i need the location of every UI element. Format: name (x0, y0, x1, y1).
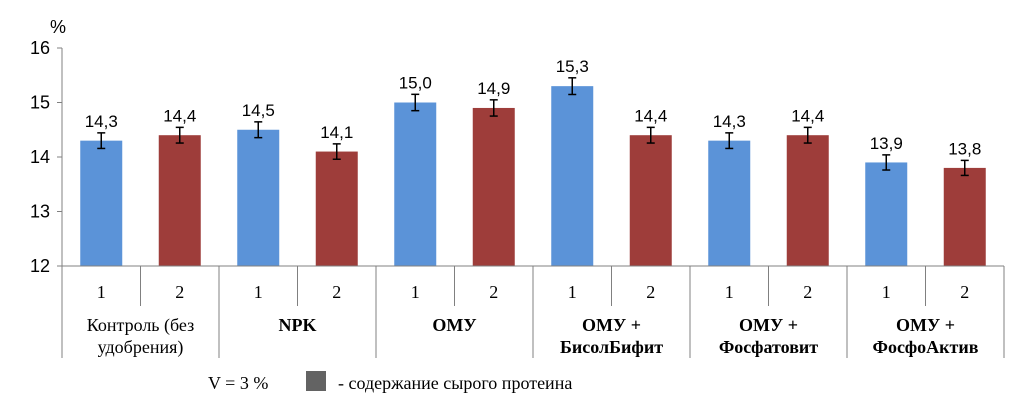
bar-2-1 (237, 129, 280, 266)
group-label: ФосфоАктив (873, 337, 979, 357)
sub-category-label: 1 (568, 282, 577, 302)
bar-2-2 (315, 151, 358, 266)
error-bar (489, 99, 498, 117)
value-label: 14,4 (634, 106, 667, 125)
sub-category-label: 1 (97, 282, 106, 302)
sub-category-label: 2 (960, 282, 969, 302)
y-tick-label: 14 (30, 147, 50, 167)
bar-5-1 (708, 140, 751, 266)
sub-category-label: 2 (646, 282, 655, 302)
value-labels: 14,3 14,4 14,5 14,1 15,0 14,9 15,3 14,4 14,3 14,4… (85, 57, 982, 159)
value-label: 15,3 (556, 57, 589, 76)
bar-5-2 (786, 135, 829, 266)
bar-3-2 (472, 107, 515, 266)
error-bar (803, 126, 812, 144)
value-label: 15,0 (399, 73, 432, 92)
group-label: ОМУ + (896, 315, 955, 335)
value-label: 14,3 (713, 112, 746, 131)
value-label: 13,8 (948, 139, 981, 158)
value-label: 14,4 (791, 106, 824, 125)
y-tick-label: 12 (30, 256, 50, 276)
sub-category-label: 2 (332, 282, 341, 302)
sub-category-label: 2 (803, 282, 812, 302)
bar-4-1 (551, 86, 594, 267)
group-label: Фосфатовит (719, 337, 818, 357)
value-label: 14,9 (477, 79, 510, 98)
sub-category-label: 2 (175, 282, 184, 302)
bar-3-1 (394, 102, 437, 266)
legend-text: - содержание сырого протеина (338, 373, 572, 393)
error-bar (254, 121, 263, 139)
group-label: Контроль (без (87, 315, 195, 336)
legend: V = 3 % - содержание сырого протеина (208, 371, 572, 393)
error-bar (97, 132, 106, 150)
sub-category-label: 2 (489, 282, 498, 302)
group-label: БисолБифит (560, 337, 663, 357)
bar-6-2 (943, 167, 986, 266)
legend-prefix: V = 3 % (208, 373, 268, 393)
error-bar (411, 93, 420, 112)
value-label: 13,9 (870, 134, 903, 153)
group-label: ОМУ + (582, 315, 641, 335)
error-bar (646, 126, 655, 144)
sub-category-label: 1 (411, 282, 420, 302)
group-label: NPK (279, 315, 317, 335)
sub-category-label: 1 (254, 282, 263, 302)
y-tick-label: 15 (30, 93, 50, 113)
sub-category-label: 1 (882, 282, 891, 302)
error-bar (960, 159, 969, 177)
bar-1-2 (158, 135, 201, 266)
bars (80, 86, 986, 267)
y-tick-label: 16 (30, 38, 50, 58)
value-label: 14,4 (163, 106, 196, 125)
value-label: 14,1 (320, 123, 353, 142)
value-label: 14,3 (85, 112, 118, 131)
y-axis-ticks: 12 13 14 15 16 (30, 38, 62, 276)
bar-4-2 (629, 135, 672, 266)
axes (61, 48, 1005, 358)
group-label: удобрения) (98, 337, 184, 358)
error-bar (332, 143, 341, 160)
group-label: ОМУ (432, 315, 476, 335)
value-label: 14,5 (242, 101, 275, 120)
error-bars (97, 77, 969, 177)
error-bar (568, 77, 577, 96)
error-bar (175, 126, 184, 144)
bar-1-1 (80, 140, 123, 266)
y-tick-label: 13 (30, 202, 50, 222)
legend-swatch (306, 371, 326, 391)
error-bar (725, 132, 734, 150)
error-bar (882, 154, 891, 171)
bar-6-1 (865, 162, 908, 266)
y-unit-label: % (50, 17, 66, 37)
group-label: ОМУ + (739, 315, 798, 335)
sub-category-label: 1 (725, 282, 734, 302)
